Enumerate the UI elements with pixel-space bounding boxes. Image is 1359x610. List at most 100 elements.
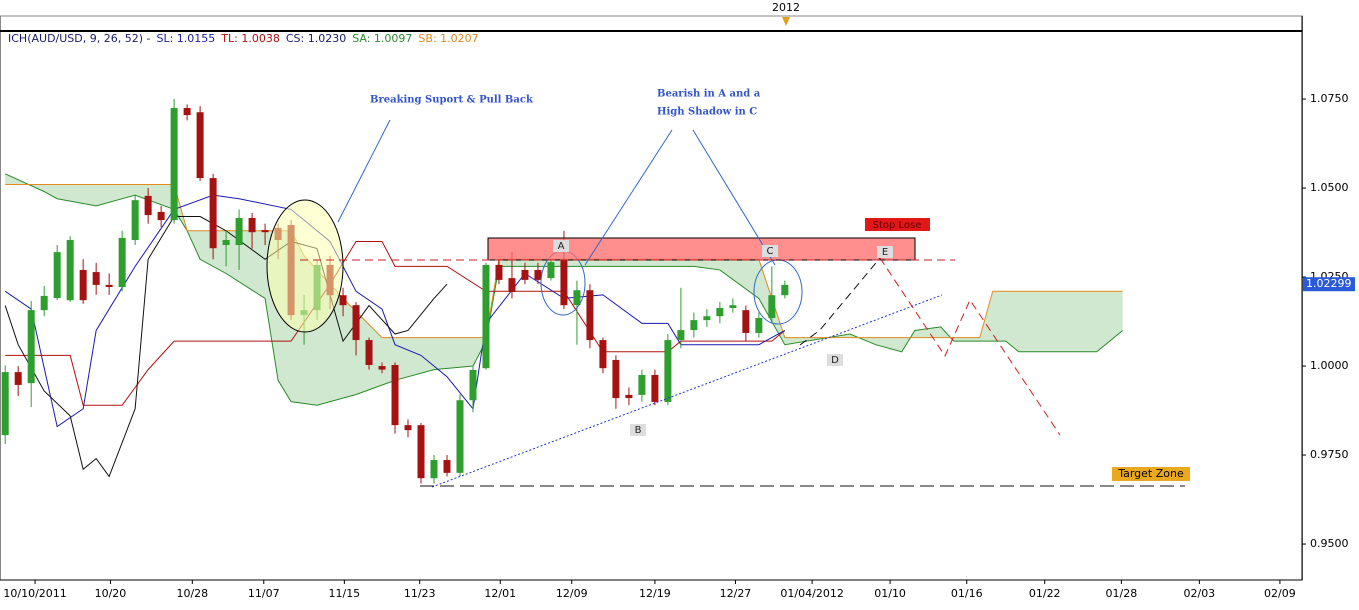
resistance-zone [487, 237, 916, 261]
header-item: TL: 1.0038 [220, 32, 280, 45]
x-tick-label: 11/15 [328, 587, 360, 600]
y-tick-label: 1.0500 [1310, 181, 1349, 194]
candle-body [586, 290, 594, 341]
candle-body [1, 372, 9, 436]
candle-body [521, 269, 529, 280]
candle-body [339, 295, 347, 306]
candle-body [547, 262, 555, 279]
x-tick-label: 12/19 [639, 587, 671, 600]
x-tick-label: 12/09 [556, 587, 588, 600]
stop-label: Stop Lose [873, 220, 922, 231]
candle-body [534, 269, 542, 280]
header-item: SB: 1.0207 [418, 32, 478, 45]
projection-down [879, 257, 1061, 436]
target-box [1112, 467, 1190, 481]
candle-body [742, 310, 750, 333]
y-tick-label: 0.9500 [1310, 537, 1349, 550]
header-item: SL: 1.0155 [156, 32, 215, 45]
candle-body [690, 320, 698, 331]
highlight-ellipse [266, 199, 344, 333]
candle-body [170, 107, 178, 221]
y-tick-label: 0.9750 [1310, 448, 1349, 461]
candle-body [14, 372, 22, 385]
candle-body [638, 374, 646, 395]
point-label: C [767, 246, 774, 257]
annotation-layer: Breaking Suport & Pull Back Bearish in A… [266, 1, 1190, 488]
target-label: Target Zone [1117, 467, 1184, 480]
candle-body [352, 305, 360, 341]
x-tick-label: 12/01 [484, 587, 516, 600]
top-marker [782, 17, 790, 26]
point-label: A [558, 241, 565, 252]
candle-body [222, 240, 230, 246]
point-label: E [882, 247, 888, 258]
x-tick-label: 11/23 [404, 587, 436, 600]
candle-body [430, 460, 438, 479]
candle-body [599, 340, 607, 369]
candle-body [378, 366, 386, 370]
pointer [692, 129, 776, 266]
annotation: Bearish in A and a [657, 89, 761, 100]
y-tick-label: 1.0000 [1310, 359, 1349, 372]
candle-body [612, 360, 620, 399]
candle-body [157, 211, 165, 221]
pointer [337, 119, 391, 223]
candle-body [79, 269, 87, 301]
candle-body [768, 295, 776, 318]
point-label: B [635, 425, 642, 436]
label-box [877, 246, 893, 258]
pointer [584, 129, 673, 266]
candle-body [261, 230, 269, 233]
indicator-line [5, 183, 1123, 339]
candle-body [716, 308, 724, 317]
candle-body [118, 237, 126, 288]
x-tick-label: 10/20 [95, 587, 127, 600]
y-tick-label: 1.0750 [1310, 92, 1349, 105]
point-label: D [831, 355, 839, 366]
label-box [827, 354, 843, 366]
x-tick-label: 01/22 [1029, 587, 1061, 600]
label-box [630, 424, 646, 436]
candle-body [456, 400, 464, 473]
x-tick-label: 01/10 [874, 587, 906, 600]
header-item: SA: 1.0097 [352, 32, 412, 45]
candle-body [66, 240, 74, 301]
candle-body [443, 460, 451, 473]
candle-body [391, 364, 399, 426]
stop-box [865, 218, 930, 231]
x-tick-label: 02/09 [1264, 587, 1296, 600]
candle-body [183, 107, 191, 116]
header: ICH(AUD/USD, 9, 26, 52) - SL: 1.0155 TL: 1… [8, 32, 479, 45]
candle-body [53, 252, 61, 299]
candle-body [781, 284, 789, 296]
price-box [1303, 277, 1355, 292]
x-tick-label: 11/07 [248, 587, 280, 600]
annotation: High Shadow in C [657, 107, 757, 118]
candle-body [560, 259, 568, 306]
candle-body [235, 217, 243, 246]
candle-body [651, 374, 659, 403]
candle-body [40, 295, 48, 311]
header-item: ICH(AUD/USD, 9, 26, 52) - [8, 32, 151, 45]
x-tick-label: 01/28 [1106, 587, 1138, 600]
candle-body [404, 425, 412, 431]
candle-body [677, 330, 685, 341]
candle-body [495, 264, 503, 280]
candle-body [417, 425, 425, 479]
x-tick-label: 01/04/2012 [780, 587, 843, 600]
candle-body [131, 200, 139, 241]
x-tick-label: 10/28 [176, 587, 208, 600]
candle-body [196, 112, 204, 179]
candle-body [703, 316, 711, 321]
top-label: 2012 [772, 1, 800, 14]
candle-body [482, 264, 490, 369]
candle-body [508, 278, 516, 293]
label-box [553, 240, 569, 252]
x-tick-label: 02/03 [1183, 587, 1215, 600]
mark-layer [1, 99, 789, 484]
candle-body [755, 317, 763, 333]
label-box [762, 245, 778, 257]
candle-body [209, 178, 217, 249]
candle-body [664, 340, 672, 403]
